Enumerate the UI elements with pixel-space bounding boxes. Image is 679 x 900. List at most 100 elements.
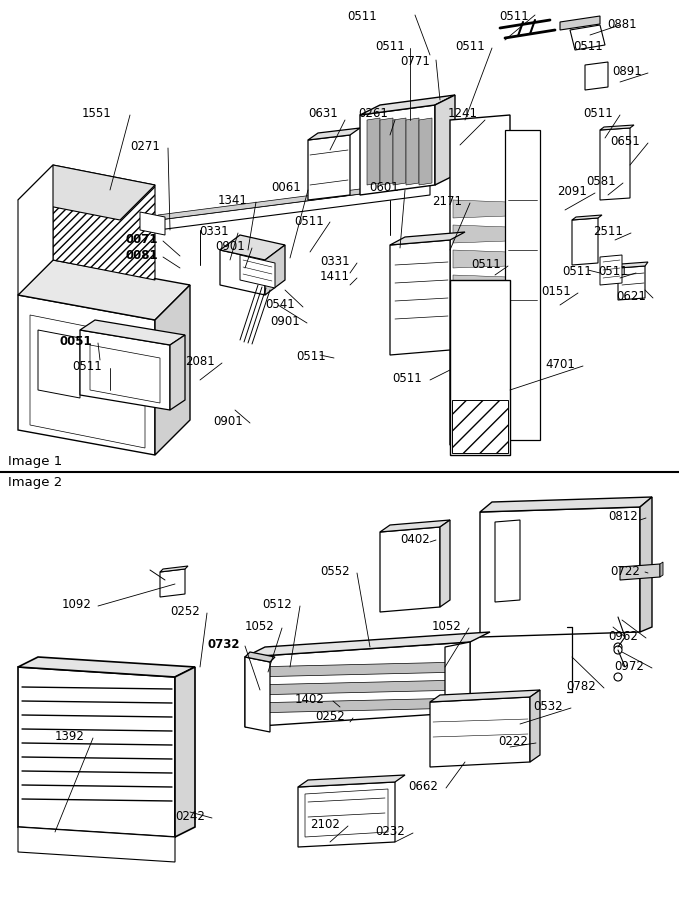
Text: 0901: 0901 bbox=[213, 415, 243, 428]
Circle shape bbox=[440, 667, 450, 677]
Polygon shape bbox=[640, 497, 652, 632]
Polygon shape bbox=[380, 527, 440, 612]
Polygon shape bbox=[430, 690, 540, 702]
Polygon shape bbox=[158, 180, 430, 220]
Polygon shape bbox=[240, 255, 275, 288]
Polygon shape bbox=[155, 285, 190, 455]
Polygon shape bbox=[250, 698, 465, 713]
Polygon shape bbox=[245, 632, 490, 657]
Text: 1052: 1052 bbox=[245, 620, 275, 633]
Text: Image 2: Image 2 bbox=[8, 476, 62, 489]
Polygon shape bbox=[380, 118, 393, 185]
Polygon shape bbox=[170, 335, 185, 410]
Text: 0782: 0782 bbox=[566, 680, 595, 693]
Circle shape bbox=[472, 386, 478, 392]
Polygon shape bbox=[308, 128, 360, 140]
Polygon shape bbox=[220, 250, 265, 295]
Text: 0402: 0402 bbox=[400, 533, 430, 546]
Polygon shape bbox=[620, 564, 660, 580]
Text: 1241: 1241 bbox=[448, 107, 478, 120]
Polygon shape bbox=[30, 315, 145, 448]
Circle shape bbox=[263, 692, 273, 702]
Polygon shape bbox=[453, 200, 507, 218]
Polygon shape bbox=[18, 657, 195, 677]
Polygon shape bbox=[38, 330, 80, 398]
Polygon shape bbox=[570, 25, 605, 50]
Polygon shape bbox=[308, 135, 350, 200]
Text: Image 1: Image 1 bbox=[8, 455, 62, 468]
Text: 0511: 0511 bbox=[347, 10, 377, 23]
Polygon shape bbox=[158, 185, 430, 230]
Text: 0242: 0242 bbox=[175, 810, 205, 823]
Circle shape bbox=[614, 646, 622, 654]
Text: 0511: 0511 bbox=[375, 40, 405, 53]
Circle shape bbox=[50, 837, 60, 847]
Text: 4701: 4701 bbox=[545, 358, 575, 371]
Polygon shape bbox=[452, 400, 508, 453]
Polygon shape bbox=[250, 662, 465, 677]
Polygon shape bbox=[419, 118, 432, 185]
Text: 0232: 0232 bbox=[375, 825, 405, 838]
Polygon shape bbox=[445, 642, 470, 717]
Text: 0621: 0621 bbox=[616, 290, 646, 303]
Text: 0511: 0511 bbox=[573, 40, 603, 53]
Polygon shape bbox=[140, 212, 165, 235]
Text: 0271: 0271 bbox=[130, 140, 160, 153]
Polygon shape bbox=[530, 690, 540, 762]
Polygon shape bbox=[618, 262, 648, 268]
Polygon shape bbox=[440, 520, 450, 607]
Polygon shape bbox=[360, 105, 435, 195]
Polygon shape bbox=[450, 280, 510, 455]
Polygon shape bbox=[245, 642, 470, 727]
Circle shape bbox=[614, 613, 622, 621]
Polygon shape bbox=[220, 235, 285, 260]
Polygon shape bbox=[406, 118, 419, 185]
Text: 0901: 0901 bbox=[215, 240, 244, 253]
Text: 0511: 0511 bbox=[392, 372, 422, 385]
Text: 0331: 0331 bbox=[199, 225, 229, 238]
Polygon shape bbox=[265, 245, 285, 295]
Text: 2102: 2102 bbox=[310, 818, 340, 831]
Text: 2511: 2511 bbox=[593, 225, 623, 238]
Polygon shape bbox=[18, 827, 175, 862]
Text: 0511: 0511 bbox=[471, 258, 500, 271]
Polygon shape bbox=[453, 250, 507, 268]
Text: 0891: 0891 bbox=[612, 65, 642, 78]
Text: 0331: 0331 bbox=[320, 255, 350, 268]
Polygon shape bbox=[18, 667, 175, 837]
Text: 0601: 0601 bbox=[369, 181, 399, 194]
Polygon shape bbox=[18, 165, 53, 295]
Circle shape bbox=[472, 358, 478, 364]
Polygon shape bbox=[600, 255, 622, 285]
Text: 0051: 0051 bbox=[60, 335, 92, 348]
Text: 0081: 0081 bbox=[125, 249, 158, 262]
Text: 1052: 1052 bbox=[432, 620, 462, 633]
Circle shape bbox=[45, 832, 65, 852]
Circle shape bbox=[472, 330, 478, 336]
Text: 2091: 2091 bbox=[557, 185, 587, 198]
Polygon shape bbox=[250, 680, 465, 695]
Circle shape bbox=[496, 738, 514, 756]
Polygon shape bbox=[80, 320, 185, 345]
Polygon shape bbox=[453, 225, 507, 243]
Text: 2081: 2081 bbox=[185, 355, 215, 368]
Polygon shape bbox=[450, 115, 510, 445]
Circle shape bbox=[263, 715, 273, 725]
Text: 0901: 0901 bbox=[270, 315, 299, 328]
Polygon shape bbox=[245, 657, 270, 732]
Text: 0732: 0732 bbox=[208, 638, 240, 651]
Polygon shape bbox=[390, 240, 450, 355]
Polygon shape bbox=[505, 130, 540, 440]
Polygon shape bbox=[560, 16, 600, 30]
Polygon shape bbox=[435, 95, 455, 185]
Text: 0511: 0511 bbox=[455, 40, 485, 53]
Polygon shape bbox=[572, 218, 598, 265]
Polygon shape bbox=[585, 62, 608, 90]
Polygon shape bbox=[160, 569, 185, 597]
Text: 0511: 0511 bbox=[296, 350, 326, 363]
Text: 0512: 0512 bbox=[262, 598, 292, 611]
Polygon shape bbox=[360, 95, 455, 115]
Text: 0581: 0581 bbox=[586, 175, 616, 188]
Text: 0252: 0252 bbox=[315, 710, 345, 723]
Text: 0222: 0222 bbox=[498, 735, 528, 748]
